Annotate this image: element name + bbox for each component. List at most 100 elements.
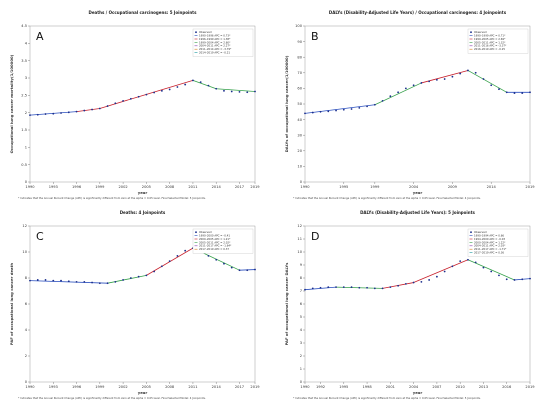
data-point: [350, 286, 353, 288]
data-point: [366, 286, 368, 289]
data-point: [397, 91, 400, 94]
data-point: [106, 282, 109, 285]
data-point: [513, 92, 516, 94]
y-tick-label: 2: [300, 354, 302, 358]
x-tick-label: 2013: [479, 385, 488, 389]
data-point: [176, 86, 179, 88]
x-tick-label: 2011: [188, 385, 197, 389]
y-tick-label: 60: [297, 87, 302, 91]
data-point: [184, 83, 187, 86]
data-point: [145, 93, 148, 96]
x-tick-label: 2004: [409, 185, 419, 189]
data-point: [60, 112, 62, 114]
chart-footnote: * Indicates that the Annual Percent Chan…: [293, 396, 481, 400]
chart-c: Deaths: 4 Joinpoints C 0 2 4 6 8 10 12 1990 1993 19…: [9, 210, 260, 400]
data-point: [230, 90, 233, 93]
data-point: [412, 84, 415, 87]
chart-a: Deaths / Occupational carcinogens: 5 Joi…: [9, 10, 260, 200]
x-tick-label: 1998: [362, 385, 372, 389]
data-point: [29, 114, 31, 116]
y-tick-label: 10: [22, 250, 27, 254]
data-point: [223, 262, 225, 265]
data-point: [67, 111, 70, 114]
data-point: [122, 99, 125, 102]
data-point: [91, 108, 93, 111]
data-point: [114, 102, 117, 105]
chart-d: DALYs (Disability-Adjusted Life Years): …: [284, 210, 535, 400]
chart-footnote: * Indicates that the Annual Percent Chan…: [18, 396, 206, 400]
chart-panel-b: DALYs (Disability-Adjusted Life Years) /…: [275, 0, 550, 200]
y-axis-label: Occupational lung cancer mortality(1/100…: [9, 54, 14, 153]
y-tick-label: 1: [25, 146, 27, 150]
data-point: [327, 286, 330, 288]
y-tick-label: 12: [22, 224, 27, 228]
x-tick-label: 1993: [49, 185, 58, 189]
x-tick-label: 2016: [502, 385, 512, 389]
data-point: [529, 277, 531, 280]
chart-title: Deaths: 4 Joinpoints: [120, 210, 166, 215]
data-point: [184, 249, 187, 252]
x-tick-label: 1995: [339, 185, 348, 189]
data-point: [52, 112, 55, 115]
y-tick-label: 0: [300, 180, 303, 184]
data-point: [490, 84, 493, 87]
data-point: [366, 105, 368, 108]
y-tick-label: 0: [300, 380, 303, 384]
data-point: [513, 279, 516, 281]
x-tick-label: 1990: [25, 185, 35, 189]
y-tick-label: 5: [300, 315, 302, 319]
data-point: [168, 260, 171, 262]
legend-entry: 2011–2017 APC = -1.64*: [199, 244, 232, 248]
data-point: [389, 95, 392, 98]
data-point: [335, 286, 337, 288]
legend-entry: 1994–2000 APC = -0.03: [474, 237, 505, 241]
data-point: [129, 277, 132, 279]
data-point: [246, 91, 249, 94]
y-tick-label: 2.5: [21, 94, 27, 98]
data-point: [381, 287, 384, 290]
legend-entry: 2004–2011 APC = 2.27*: [199, 44, 231, 48]
legend-entry: 1990–1999 APC = 0.71*: [474, 34, 506, 38]
data-point: [129, 97, 132, 100]
trend-segment: [99, 96, 139, 109]
data-point: [428, 279, 431, 281]
y-tick-label: 12: [297, 224, 302, 228]
data-point: [311, 111, 314, 114]
x-tick-label: 2019: [250, 385, 260, 389]
y-tick-label: 0: [25, 180, 28, 184]
data-point: [498, 274, 500, 277]
data-point: [498, 88, 500, 91]
panel-label: C: [36, 230, 44, 243]
data-point: [420, 281, 423, 283]
x-tick-label: 1990: [300, 185, 310, 189]
data-point: [358, 107, 361, 109]
x-tick-label: 1996: [72, 385, 82, 389]
y-tick-label: 10: [297, 165, 302, 169]
data-point: [529, 91, 531, 94]
legend-entry: 1999–2004 APC = 2.60*: [199, 40, 231, 44]
data-point: [451, 265, 454, 268]
chart-b: DALYs (Disability-Adjusted Life Years) /…: [284, 10, 535, 200]
data-point: [246, 269, 249, 272]
data-point: [36, 113, 39, 116]
data-point: [192, 79, 194, 82]
legend-box: [192, 228, 254, 254]
trend-segment: [192, 80, 217, 90]
y-tick-label: 80: [297, 55, 302, 59]
data-point: [60, 279, 62, 282]
legend-title: Observed: [199, 30, 212, 34]
data-point: [223, 89, 225, 92]
data-point: [44, 279, 47, 281]
data-point: [505, 278, 508, 281]
chart-panel-a: Deaths / Occupational carcinogens: 5 Joi…: [0, 0, 275, 200]
data-point: [404, 87, 407, 90]
data-point: [319, 110, 322, 113]
x-tick-label: 1999: [95, 185, 105, 189]
y-tick-label: 70: [297, 71, 302, 75]
data-point: [350, 108, 353, 110]
panel-label: D: [311, 230, 319, 243]
y-tick-label: 100: [295, 24, 303, 28]
x-tick-label: 1993: [49, 385, 58, 389]
legend-marker-observed: [195, 31, 197, 34]
data-point: [83, 109, 86, 112]
